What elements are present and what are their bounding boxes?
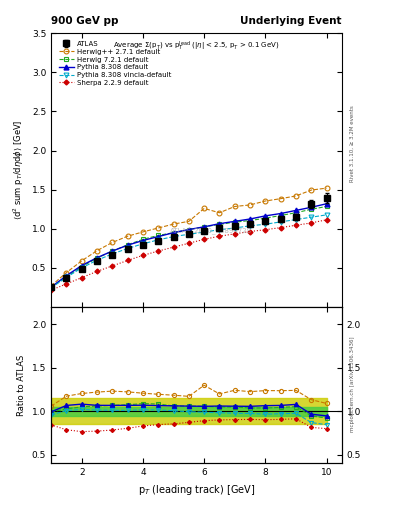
Text: Underlying Event: Underlying Event	[241, 16, 342, 27]
Text: Average $\Sigma$(p$_T$) vs p$_T^{\rm lead}$ (|$\eta$| < 2.5, p$_T$ > 0.1 GeV): Average $\Sigma$(p$_T$) vs p$_T^{\rm lea…	[113, 40, 280, 53]
Text: 900 GeV pp: 900 GeV pp	[51, 16, 119, 27]
Y-axis label: $\langle$d$^2$ sum p$_T$/d$\eta$d$\phi$$\rangle$ [GeV]: $\langle$d$^2$ sum p$_T$/d$\eta$d$\phi$$…	[12, 120, 26, 220]
Y-axis label: Ratio to ATLAS: Ratio to ATLAS	[17, 354, 26, 416]
Text: mcplots.cern.ch [arXiv:1306.3436]: mcplots.cern.ch [arXiv:1306.3436]	[350, 336, 355, 432]
Text: Rivet 3.1.10, ≥ 3.2M events: Rivet 3.1.10, ≥ 3.2M events	[350, 105, 355, 182]
Legend: ATLAS, Herwig++ 2.7.1 default, Herwig 7.2.1 default, Pythia 8.308 default, Pythi: ATLAS, Herwig++ 2.7.1 default, Herwig 7.…	[57, 39, 173, 88]
X-axis label: p$_T$ (leading track) [GeV]: p$_T$ (leading track) [GeV]	[138, 483, 255, 497]
Text: ATLAS_2010_S8894728: ATLAS_2010_S8894728	[170, 227, 252, 233]
